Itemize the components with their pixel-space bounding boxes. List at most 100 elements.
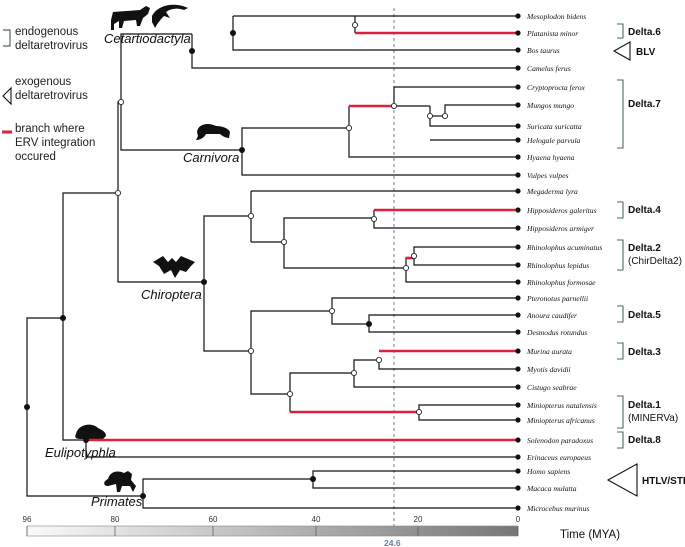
legend: endogenous deltaretrovirus exogenous del… <box>2 26 95 163</box>
delta8-bracket-icon <box>617 431 624 449</box>
delta4-bracket-icon <box>617 201 624 219</box>
tip-node <box>515 366 521 372</box>
species-label: Mesoplodon bidens <box>526 12 586 21</box>
species-label: Cryptoprocta ferox <box>527 83 585 92</box>
species-label: Murina aurata <box>526 347 572 356</box>
virus-label-blv: BLV <box>636 47 656 58</box>
legend-integration-line2: ERV integration <box>15 137 95 149</box>
tip-node <box>515 485 521 491</box>
virus-sublabel-delta1: (MINERVa) <box>628 413 678 424</box>
weasel-silhouette-icon <box>196 124 230 140</box>
legend-integration-line1: branch where <box>15 123 85 135</box>
virus-label-delta2: Delta.2 <box>628 243 661 254</box>
tip-node <box>515 123 521 129</box>
species-label: Bos taurus <box>527 46 560 55</box>
order-label-cetartiodactyla: Cetartiodactyla <box>104 31 191 46</box>
virus-label-delta6: Delta.6 <box>628 27 661 38</box>
virus-label-delta8: Delta.8 <box>628 435 661 446</box>
species-label: Rhinolophus acuminatus <box>526 243 602 252</box>
tip-node <box>515 505 521 511</box>
species-label: Pteronotus parnellii <box>526 294 588 303</box>
cow-silhouette-icon <box>111 6 150 30</box>
tip-node <box>515 295 521 301</box>
species-label: Myotis davidii <box>526 365 571 374</box>
delta3-bracket-icon <box>617 342 624 360</box>
tip-node <box>515 329 521 335</box>
axis-tick-label: 40 <box>312 515 321 524</box>
order-label-chiroptera: Chiroptera <box>141 287 202 302</box>
species-label: Microcebus murinus <box>526 504 589 513</box>
tip-node <box>515 188 521 194</box>
blv-triangle-icon <box>612 41 631 61</box>
time-axis-bar <box>26 525 519 537</box>
species-label: Macaca mulatta <box>526 484 577 493</box>
virus-label-delta7: Delta.7 <box>628 99 661 110</box>
tip-node <box>515 102 521 108</box>
species-label: Rhinolophus lepidus <box>526 261 589 270</box>
delta2-bracket-icon <box>617 239 624 271</box>
tip-node <box>515 454 521 460</box>
delta5-bracket-icon <box>617 305 624 323</box>
species-label: Megaderma lyra <box>526 187 578 196</box>
monkey-silhouette-icon <box>104 471 136 492</box>
tip-node <box>515 65 521 71</box>
open-nodes <box>115 21 448 415</box>
species-label: Hipposideros armiger <box>526 224 594 233</box>
virus-label-delta3: Delta.3 <box>628 347 661 358</box>
tip-node <box>515 384 521 390</box>
solenodon-silhouette-icon <box>75 424 106 439</box>
species-label: Mungos mungo <box>526 101 574 110</box>
virus-label-htlv: HTLV/STLV <box>642 476 685 487</box>
tip-node <box>515 30 521 36</box>
dolphin-silhouette-icon <box>152 4 188 28</box>
tip-node <box>515 13 521 19</box>
species-label: Platanista minor <box>526 29 578 38</box>
integration-branches <box>86 31 518 442</box>
species-label: Hyaena hyaena <box>526 153 575 162</box>
order-label-carnivora: Carnivora <box>183 150 239 165</box>
tip-node <box>515 437 521 443</box>
tip-node <box>515 84 521 90</box>
virus-sublabel-delta2: (ChirDelta2) <box>628 256 682 267</box>
order-label-eulipotyphla: Eulipotyphla <box>45 445 116 460</box>
legend-endogenous-line1: endogenous <box>15 26 79 38</box>
axis-tick-label: 80 <box>111 515 120 524</box>
species-label: Suricata suricatta <box>527 122 582 131</box>
delta7-bracket-icon <box>617 79 624 149</box>
time-axis-title: Time (MYA) <box>560 529 620 541</box>
virus-brackets <box>617 23 624 449</box>
tip-node <box>515 154 521 160</box>
tip-node <box>515 137 521 143</box>
tip-node <box>515 262 521 268</box>
tip-node <box>515 417 521 423</box>
species-label: Miniopterus africanus <box>526 416 595 425</box>
bat-silhouette-icon <box>153 256 195 278</box>
tip-node <box>515 207 521 213</box>
axis-tick-label: 60 <box>209 515 218 524</box>
delta1-bracket-icon <box>617 395 624 429</box>
species-label: Cistugo seabrae <box>527 383 577 392</box>
legend-exogenous-line1: exogenous <box>15 76 72 88</box>
exogenous-triangle-icon <box>2 86 12 106</box>
tip-labels: Mesoplodon bidens Platanista minor Bos tau… <box>515 12 602 513</box>
species-label: Desmodus rotundus <box>526 328 587 337</box>
species-label: Camelus ferus <box>527 64 571 73</box>
species-label: Homo sapiens <box>526 467 570 476</box>
tip-node <box>515 468 521 474</box>
order-label-primates: Primates <box>91 494 143 509</box>
species-label: Rhinolophus formosae <box>526 278 596 287</box>
species-label: Hipposideros galeritus <box>526 206 597 215</box>
tip-node <box>515 348 521 354</box>
time-marker-label: 24.6 <box>384 538 401 547</box>
legend-integration-line3: occured <box>15 151 56 163</box>
tip-node <box>515 402 521 408</box>
tip-node <box>515 172 521 178</box>
species-label: Solenodon paradoxus <box>527 436 593 445</box>
virus-label-delta4: Delta.4 <box>628 205 661 216</box>
axis-tick-label: 20 <box>414 515 423 524</box>
tip-node <box>515 244 521 250</box>
htlv-triangle-icon <box>606 463 638 497</box>
virus-label-delta1: Delta.1 <box>628 400 661 411</box>
axis-tick-label: 96 <box>23 515 32 524</box>
